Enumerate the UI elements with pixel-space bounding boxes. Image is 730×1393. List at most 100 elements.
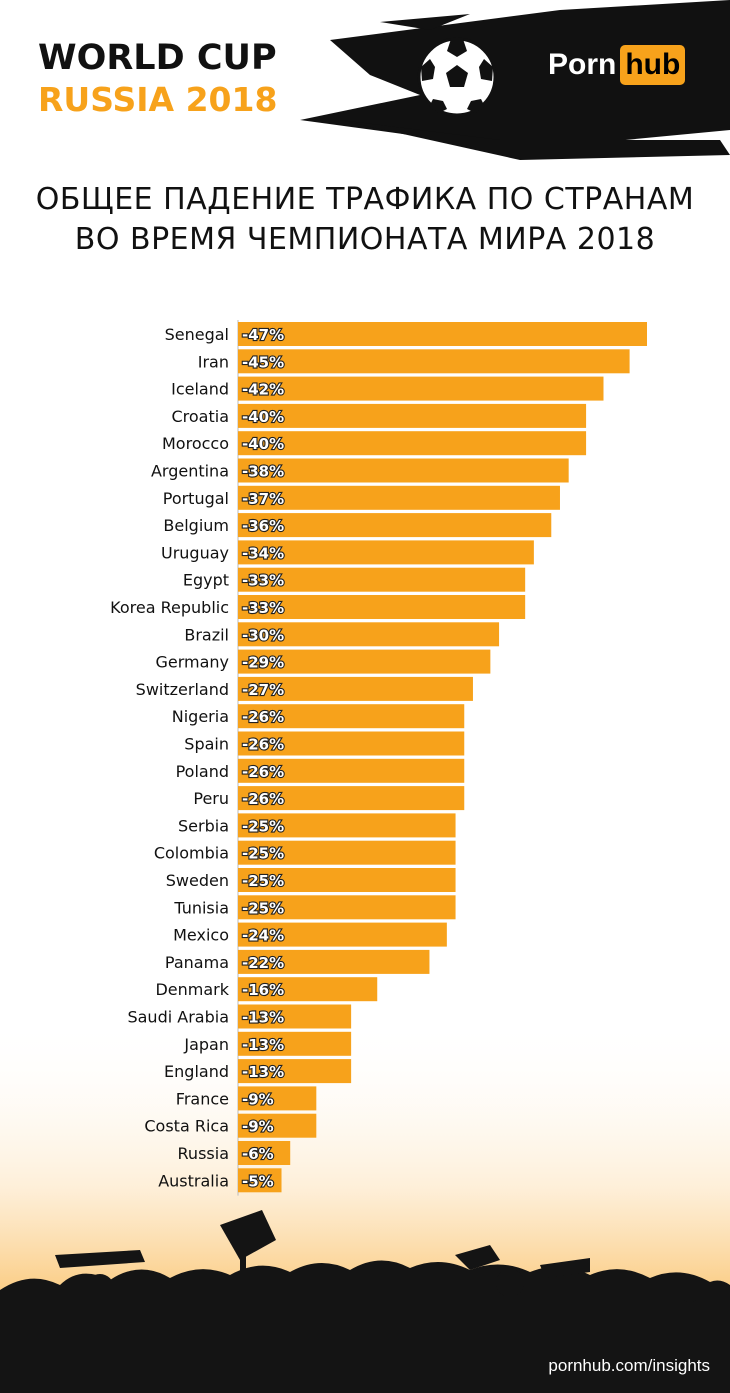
data-label: -22% [242,954,284,972]
data-label: -25% [242,817,284,835]
data-label: -40% [242,435,284,453]
bar [238,1059,352,1084]
category-label: Tunisia [173,898,229,917]
category-label: Colombia [154,844,229,863]
category-label: Costa Rica [144,1117,229,1136]
category-label: Denmark [155,980,229,999]
bar [238,840,456,865]
data-label: -13% [242,1009,284,1027]
data-label: -6% [242,1145,274,1163]
category-label: Switzerland [136,680,229,699]
bar [238,949,430,974]
chart-title-line2: ВО ВРЕМЯ ЧЕМПИОНАТА МИРА 2018 [74,222,656,257]
bar [238,431,587,456]
data-label: -30% [242,626,284,644]
data-label: -5% [242,1172,274,1190]
data-label: -25% [242,899,284,917]
bar [238,349,630,374]
header: WORLD CUP RUSSIA 2018 Porn hub [0,0,730,160]
category-label: Germany [155,653,229,672]
bar [238,1113,317,1138]
category-label: Brazil [184,625,229,644]
data-label: -24% [242,927,284,945]
event-title-line1: WORLD CUP [38,38,277,78]
category-label: Russia [178,1144,229,1163]
data-label: -38% [242,463,284,481]
data-label: -34% [242,544,284,562]
chart-title: ОБЩЕЕ ПАДЕНИЕ ТРАФИКА ПО СТРАНАМ ВО ВРЕМ… [0,180,730,260]
bar [238,868,456,892]
data-label: -42% [242,381,284,399]
data-label: -16% [242,981,284,999]
data-label: -9% [242,1118,274,1136]
category-label: Senegal [165,325,229,344]
bar [238,1086,317,1111]
category-label: Uruguay [161,543,229,562]
category-label: Peru [193,789,229,808]
logo-text-part1: Porn [548,48,617,81]
bar [238,458,569,483]
bar [238,1168,282,1193]
category-label: Serbia [178,816,229,835]
data-label: -26% [242,763,284,781]
data-label: -29% [242,654,284,672]
bar [238,758,465,783]
bar [238,676,473,701]
category-label: Poland [176,762,229,781]
category-label: Spain [184,735,229,754]
data-label: -33% [242,572,284,590]
bar [238,540,534,565]
category-label: Morocco [162,434,229,453]
bar-chart: Senegal -47% Iran -45% Iceland -42% Croatia -40… [110,320,647,1196]
data-label: -26% [242,790,284,808]
data-label: -26% [242,708,284,726]
bar [238,1141,291,1165]
bar [238,786,465,811]
category-label: Iceland [171,380,229,399]
category-label: France [176,1089,229,1108]
bar [238,649,491,674]
data-label: -25% [242,845,284,863]
bar [238,977,378,1002]
data-label: -13% [242,1063,284,1081]
data-label: -26% [242,736,284,754]
brand-logo: Porn hub [548,44,686,86]
bar [238,813,456,838]
data-label: -13% [242,1036,284,1054]
chart-title-line1: ОБЩЕЕ ПАДЕНИЕ ТРАФИКА ПО СТРАНАМ [35,182,695,217]
crowd-silhouette [0,1210,730,1393]
category-label: Belgium [163,516,229,535]
bar [238,704,465,729]
category-label: England [164,1062,229,1081]
bar [238,485,560,510]
data-label: -47% [242,326,284,344]
bar [238,513,552,538]
bar [238,895,456,920]
soccer-ball-icon [417,37,497,117]
bar [238,1031,352,1056]
category-label: Croatia [171,407,229,426]
bar [238,622,500,647]
data-label: -25% [242,872,284,890]
category-label: Portugal [163,489,229,508]
category-label: Egypt [183,571,229,590]
category-label: Panama [165,953,229,972]
bar [238,376,604,401]
data-label: -45% [242,353,284,371]
category-label: Australia [158,1171,229,1190]
bar [238,595,526,619]
bar [238,567,526,592]
category-label: Nigeria [172,707,229,726]
data-label: -37% [242,490,284,508]
category-label: Iran [198,352,229,371]
bar [238,731,465,756]
data-label: -36% [242,517,284,535]
category-label: Mexico [173,926,229,945]
bar [238,1004,352,1029]
data-label: -9% [242,1090,274,1108]
data-label: -27% [242,681,284,699]
category-label: Saudi Arabia [127,1008,229,1027]
bar [238,922,447,947]
bar [238,322,647,346]
